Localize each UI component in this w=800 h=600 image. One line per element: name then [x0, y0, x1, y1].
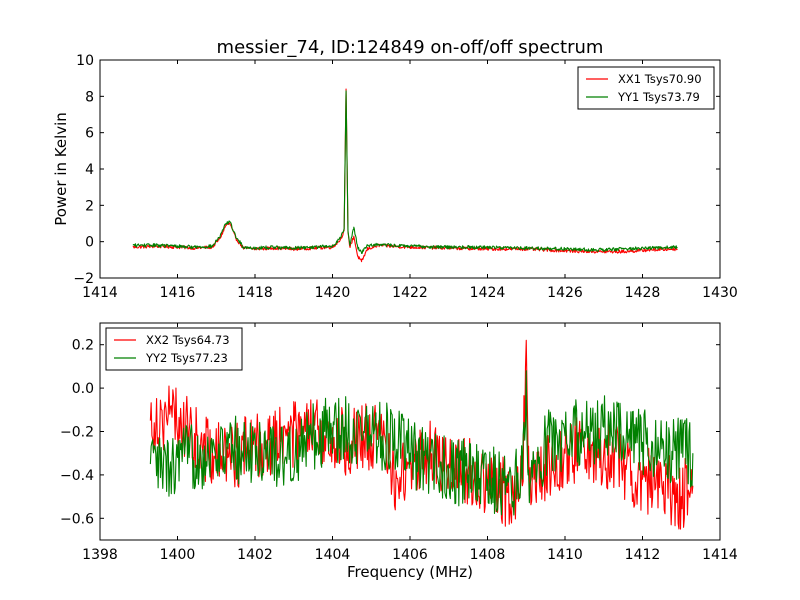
x-tick-label: 1398 — [82, 547, 118, 563]
x-tick-label: 1430 — [702, 285, 738, 301]
x-tick-label: 1414 — [82, 285, 118, 301]
y-tick-label: 6 — [85, 126, 94, 142]
legend-entry: YY2 Tsys77.23 — [145, 351, 228, 365]
legend: XX2 Tsys64.73 YY2 Tsys77.23 — [105, 327, 243, 371]
x-tick-label: 1416 — [160, 285, 196, 301]
x-tick-label: 1404 — [315, 547, 351, 563]
series-line-yy1 — [132, 90, 678, 255]
x-tick-label: 1402 — [237, 547, 273, 563]
legend-entry: XX2 Tsys64.73 — [146, 333, 230, 347]
y-tick-label: −2 — [73, 271, 94, 287]
y-tick-label: −0.4 — [60, 468, 94, 484]
series-line-yy2 — [149, 370, 694, 516]
x-tick-label: 1410 — [547, 547, 583, 563]
y-axis-label-top: Power in Kelvin — [52, 112, 70, 226]
bottom-plot: 1398 1400 1402 1404 1406 1408 1410 1412 1414 −0.6… — [60, 322, 738, 563]
legend: XX1 Tsys70.90 YY1 Tsys73.79 — [577, 66, 715, 110]
x-tick-label: 1426 — [547, 285, 583, 301]
y-tick-label: 0 — [85, 235, 94, 251]
x-tick-label: 1408 — [470, 547, 506, 563]
y-tick-label: −0.6 — [60, 511, 94, 527]
x-axis-label-bottom: Frequency (MHz) — [347, 563, 473, 581]
x-tick-label: 1412 — [625, 547, 661, 563]
y-tick-label: 2 — [85, 198, 94, 214]
y-tick-label: 10 — [76, 53, 94, 69]
x-tick-label: 1406 — [392, 547, 428, 563]
y-tick-label: 0.2 — [72, 338, 94, 354]
x-tick-label: 1424 — [470, 285, 506, 301]
chart-title-top: messier_74, ID:124849 on-off/off spectru… — [217, 37, 604, 58]
legend-entry: XX1 Tsys70.90 — [618, 72, 702, 86]
y-tick-label: 4 — [85, 162, 94, 178]
x-tick-label: 1420 — [315, 285, 351, 301]
x-tick-label: 1428 — [625, 285, 661, 301]
series-group — [149, 339, 694, 530]
x-tick-label: 1400 — [160, 547, 196, 563]
y-tick-label: 8 — [85, 89, 94, 105]
y-tick-label: −0.2 — [60, 425, 94, 441]
legend-entry: YY1 Tsys73.79 — [617, 90, 700, 104]
legend-box — [577, 66, 715, 110]
x-tick-label: 1422 — [392, 285, 428, 301]
series-group — [132, 88, 678, 263]
x-tick-label: 1414 — [702, 547, 738, 563]
legend-box — [105, 327, 243, 371]
top-plot: 1414 1416 1418 1420 1422 1424 1426 1428 1430 −2 0 2… — [73, 53, 737, 301]
y-tick-label: 0.0 — [72, 381, 94, 397]
x-tick-label: 1418 — [237, 285, 273, 301]
